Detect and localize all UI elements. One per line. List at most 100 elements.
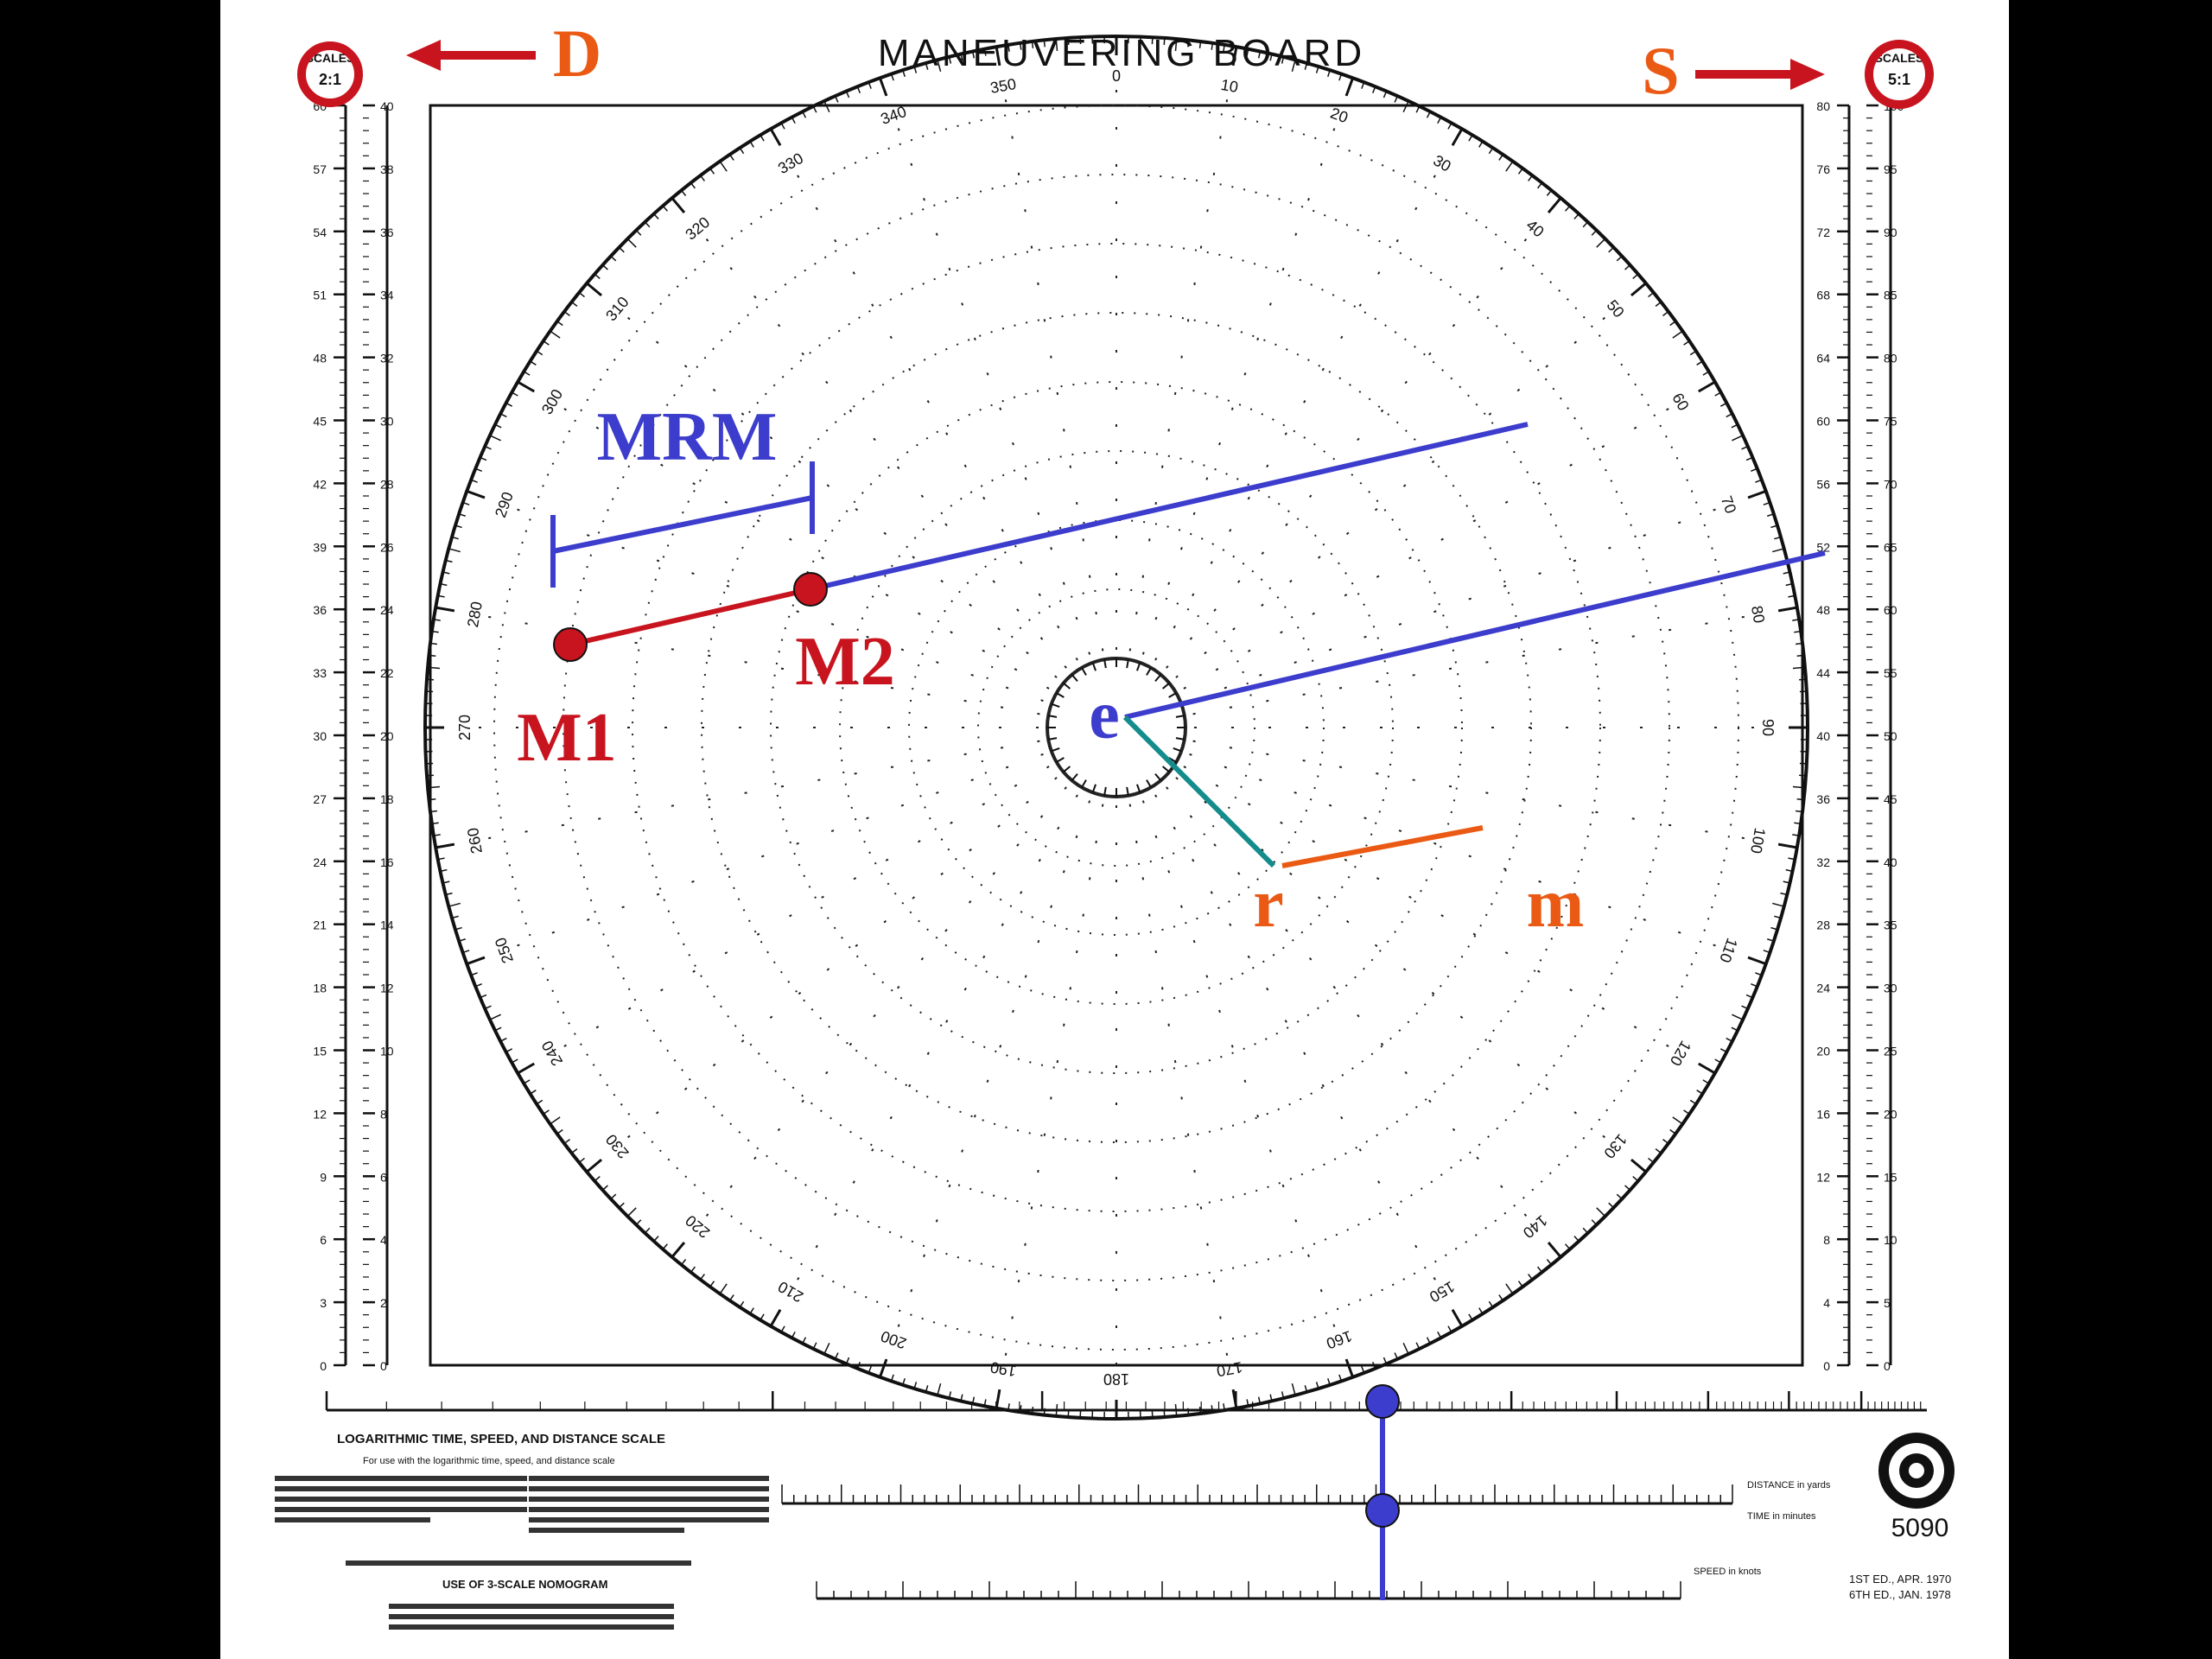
compass-tick: [1327, 69, 1331, 77]
compass-tick: [780, 122, 785, 130]
scale-label: 38: [380, 162, 394, 176]
inner-ring-tick: [1146, 667, 1152, 676]
scale-label: 6: [380, 1170, 387, 1184]
r-label: r: [1253, 866, 1284, 942]
compass-tick: [1591, 230, 1598, 236]
compass-tick: [1785, 582, 1793, 587]
compass-tick: [1726, 413, 1733, 418]
range-ring-4: [839, 450, 1394, 1005]
scale-label: 5: [1884, 1296, 1891, 1310]
compass-tick: [802, 1337, 807, 1344]
compass-tick: [1796, 810, 1803, 813]
compass-tick: [1747, 956, 1767, 966]
compass-tick: [550, 1116, 561, 1125]
inner-ring-tick: [1071, 772, 1078, 781]
compass-tick: [1371, 1362, 1376, 1370]
compass-tick: [1774, 915, 1782, 919]
compass-tick: [1624, 264, 1631, 270]
compass-tick: [845, 1357, 850, 1364]
instruction-text-left-5: [275, 1517, 430, 1522]
compass-tick: [517, 1062, 535, 1075]
compass-tick: [823, 100, 830, 112]
compass-tick: [845, 91, 850, 99]
compass-tick: [505, 402, 513, 407]
compass-tick: [1565, 205, 1571, 212]
scale-label: 30: [313, 729, 327, 743]
compass-tick: [1291, 60, 1296, 72]
compass-tick: [1315, 1382, 1319, 1389]
compass-tick: [1616, 255, 1623, 262]
instruction-text-bottom-2: [389, 1614, 674, 1619]
inner-ring-tick: [1048, 737, 1058, 741]
scale-label: 33: [313, 666, 327, 680]
compass-tick: [594, 1176, 601, 1182]
inner-ring-tick: [1161, 766, 1170, 773]
scale-label: 34: [380, 289, 394, 302]
compass-tick: [729, 154, 734, 161]
nomogram-middle-point: [1365, 1493, 1400, 1528]
scale-label: 36: [380, 226, 394, 239]
compass-tick: [1488, 147, 1494, 155]
compass-tick: [1747, 489, 1767, 499]
compass-tick: [451, 536, 459, 540]
compass-tick: [1174, 38, 1178, 52]
form-number: 5090: [1891, 1514, 1949, 1542]
bearing-label: 0: [1112, 67, 1121, 85]
compass-tick: [1672, 330, 1683, 339]
scale-label: 8: [1823, 1233, 1830, 1247]
compass-tick: [1505, 161, 1514, 172]
inner-ring-tick: [1136, 784, 1141, 793]
compass-tick: [563, 310, 570, 316]
compass-tick: [1774, 536, 1782, 540]
compass-tick: [1788, 594, 1796, 598]
range-ring-9: [493, 105, 1739, 1351]
compass-tick: [442, 880, 450, 884]
compass-tick: [474, 467, 482, 473]
compass-tick: [749, 141, 754, 148]
compass-tick: [1772, 548, 1784, 553]
scale-label: 22: [380, 666, 394, 680]
scale-label: 48: [1816, 603, 1830, 617]
compass-tick: [626, 1207, 637, 1217]
compass-tick: [1478, 1307, 1484, 1314]
compass-tick: [890, 1374, 894, 1382]
inner-ring-tick: [1175, 715, 1185, 718]
inner-ring-tick: [1051, 747, 1060, 753]
log-scale: [325, 1391, 1927, 1412]
inner-ring-tick: [1091, 784, 1096, 793]
compass-tick: [1630, 1158, 1647, 1173]
compass-tick: [1304, 1385, 1308, 1393]
compass-tick: [1327, 1378, 1331, 1386]
compass-tick: [462, 501, 470, 505]
compass-tick: [1163, 37, 1166, 45]
compass-tick: [1582, 221, 1589, 228]
compass-tick: [948, 1391, 952, 1399]
scale-label: 48: [313, 352, 327, 365]
scale-label: 15: [1884, 1170, 1897, 1184]
bearing-label: 10: [1219, 76, 1239, 96]
distance-legend: DISTANCE in yards: [1747, 1480, 1831, 1491]
scale-label: 28: [380, 477, 394, 491]
compass-tick: [474, 982, 482, 988]
seal-emblem: [1878, 1433, 1955, 1509]
compass-tick: [494, 1027, 502, 1032]
compass-tick: [1770, 524, 1778, 529]
mrm-label: MRM: [597, 399, 778, 475]
compass-tick: [749, 1307, 754, 1314]
compass-tick: [601, 1185, 608, 1191]
compass-tick: [868, 81, 872, 89]
compass-tick: [1772, 902, 1784, 907]
compass-tick: [680, 1259, 687, 1266]
left-scales-value: 2:1: [319, 71, 341, 88]
instruction-text-bottom-1: [389, 1604, 674, 1609]
compass-tick: [511, 1058, 518, 1064]
compass-tick: [1751, 467, 1758, 473]
compass-tick: [699, 175, 705, 181]
compass-tick: [445, 892, 453, 896]
compass-tick: [983, 48, 987, 56]
compass-tick: [1187, 40, 1190, 48]
compass-tick: [454, 926, 462, 931]
compass-tick: [671, 197, 686, 213]
compass-tick: [1361, 81, 1365, 89]
scale-label: 25: [1884, 1045, 1897, 1058]
